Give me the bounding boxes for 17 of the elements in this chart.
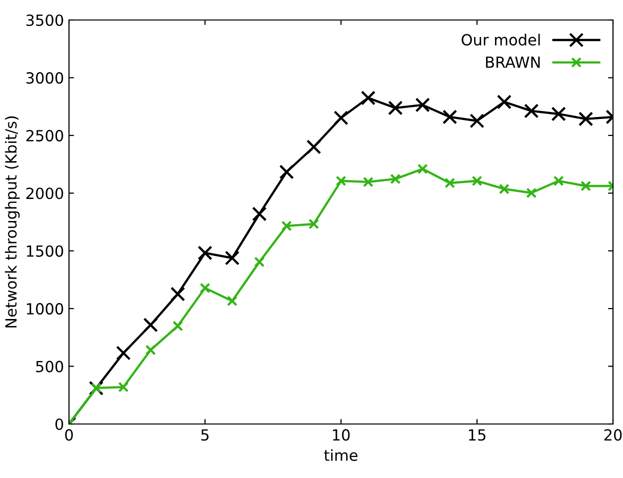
x-tick-label: 10 bbox=[332, 429, 350, 441]
y-tick-label: 1500 bbox=[26, 245, 64, 257]
y-tick-label: 0 bbox=[55, 418, 64, 430]
x-tick-label: 15 bbox=[468, 429, 486, 441]
y-axis-title: Network throughput (Kbit/s) bbox=[4, 116, 20, 328]
x-tick-label: 20 bbox=[604, 429, 622, 441]
legend-label: BRAWN bbox=[486, 56, 540, 68]
y-tick-label: 3000 bbox=[26, 72, 64, 84]
y-tick-label: 1000 bbox=[26, 303, 64, 315]
x-axis-title: time bbox=[324, 449, 358, 462]
x-tick-label: 0 bbox=[65, 429, 73, 441]
y-tick-label: 2000 bbox=[26, 188, 64, 200]
x-tick-label: 5 bbox=[201, 429, 209, 441]
y-tick-label: 3500 bbox=[26, 14, 64, 26]
y-tick-label: 2500 bbox=[26, 130, 64, 142]
y-tick-label: 500 bbox=[36, 360, 64, 372]
legend-label: Our model bbox=[462, 34, 540, 46]
